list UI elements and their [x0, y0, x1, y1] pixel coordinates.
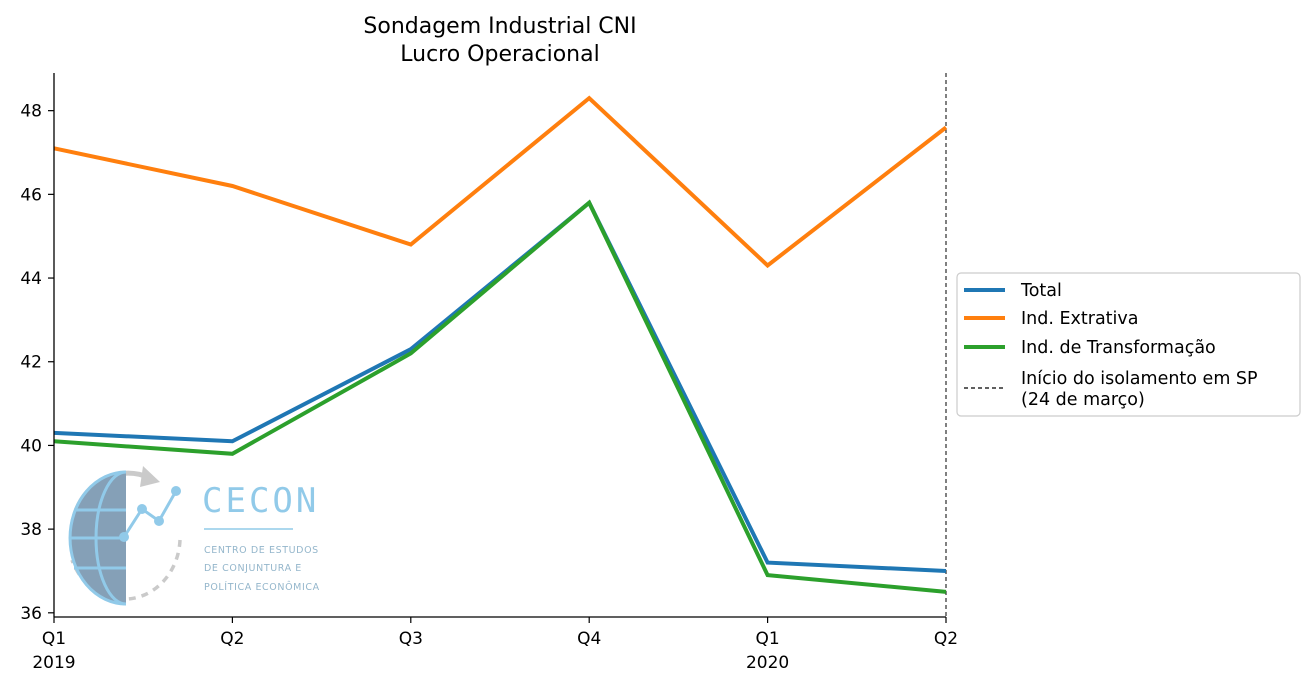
y-tick-label: 36	[20, 604, 42, 624]
cecon-logo: CECON CENTRO DE ESTUDOS DE CONJUNTURA E …	[68, 466, 320, 606]
logo-subtitle-1: CENTRO DE ESTUDOS	[204, 545, 319, 556]
series-line-0	[53, 199, 947, 573]
y-tick-label: 42	[20, 353, 42, 373]
legend-label-vline-1: Início do isolamento em SP	[1021, 369, 1258, 389]
y-tick-label: 44	[20, 269, 42, 289]
x-tick-label: Q3	[399, 629, 423, 649]
x-tick-label: Q2	[220, 629, 244, 649]
y-tick-label: 40	[20, 436, 42, 456]
logo-arrow-head	[140, 466, 160, 487]
x-tick-label: Q1	[755, 629, 779, 649]
legend-box	[956, 272, 1301, 417]
logo-title: CECON	[202, 481, 319, 521]
legend-label: Ind. Extrativa	[1021, 309, 1138, 329]
chart-title-line-2: Lucro Operacional	[400, 42, 599, 67]
y-tick-label: 38	[20, 520, 42, 540]
series-line-1	[53, 95, 948, 269]
legend-label: Total	[1020, 281, 1062, 301]
y-tick-label: 46	[20, 185, 42, 205]
chart-title: Sondagem Industrial CNI Lucro Operaciona…	[363, 14, 636, 67]
x-tick-label: Q4	[577, 629, 601, 649]
logo-subtitle-3: POLÍTICA ECONÔMICA	[204, 581, 320, 593]
x-axis-ticks: Q1 2019 Q2 Q3 Q4 Q1 2020 Q2	[32, 617, 958, 673]
globe-grid	[68, 470, 127, 606]
y-tick-label: 48	[20, 102, 42, 122]
series-layer	[53, 95, 948, 594]
legend-label-vline-2: (24 de março)	[1021, 390, 1145, 410]
x-tick-year-label: 2019	[32, 653, 75, 673]
x-tick-year-label: 2020	[746, 653, 789, 673]
chart-title-line-1: Sondagem Industrial CNI	[363, 14, 636, 39]
x-tick-label: Q1	[42, 629, 66, 649]
series-line-2	[53, 199, 947, 594]
logo-trend-line	[119, 486, 181, 542]
legend-label: Ind. de Transformação	[1021, 338, 1216, 358]
y-axis-ticks: 36 38 40 42 44 46 48	[20, 102, 54, 624]
logo-subtitle-2: DE CONJUNTURA E	[204, 563, 302, 574]
legend: Total Ind. Extrativa Ind. de Transformação…	[956, 272, 1301, 417]
legend-items: Total Ind. Extrativa Ind. de Transformação…	[964, 281, 1258, 410]
x-tick-label: Q2	[934, 629, 958, 649]
